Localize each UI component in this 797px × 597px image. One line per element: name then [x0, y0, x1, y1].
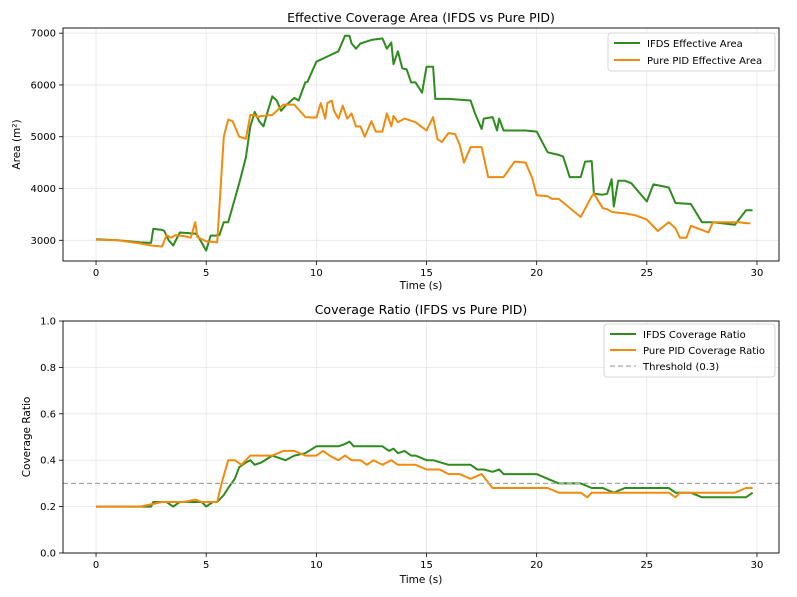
- pid-series-line: [95, 99, 751, 248]
- area-chart-xlabel: Time (s): [399, 280, 443, 292]
- area-chart-legend-box: [607, 32, 776, 72]
- y-tick-label: 4000: [31, 184, 56, 195]
- x-tick-label: 10: [310, 560, 323, 571]
- x-tick-label: 30: [751, 268, 764, 279]
- y-tick-label: 5000: [31, 132, 56, 143]
- ifds-series-line: [95, 34, 753, 252]
- y-tick-label: 0.2: [40, 502, 56, 513]
- ratio-chart-xlabel: Time (s): [399, 574, 443, 586]
- ratio-legend-ifds-label: IFDS Coverage Ratio: [643, 330, 746, 341]
- area-chart-legend: IFDS Effective Area Pure PID Effective A…: [607, 32, 776, 72]
- x-tick-label: 25: [640, 560, 653, 571]
- y-tick-label: 0.0: [40, 549, 56, 560]
- x-tick-label: 15: [420, 560, 433, 571]
- area-chart-title: Effective Coverage Area (IFDS vs Pure PI…: [287, 10, 555, 25]
- area-legend-pid-label: Pure PID Effective Area: [647, 56, 762, 67]
- ratio-chart-ylabel: Coverage Ratio: [21, 397, 33, 478]
- x-tick-label: 30: [751, 560, 764, 571]
- ratio-chart-grid: [63, 320, 779, 554]
- x-tick-label: 0: [93, 268, 99, 279]
- y-tick-label: 6000: [31, 80, 56, 91]
- ifds-series-line: [96, 440, 754, 508]
- ratio-legend-threshold-label: Threshold (0.3): [642, 362, 719, 373]
- x-tick-label: 20: [530, 560, 543, 571]
- ratio-chart-panel: Coverage Ratio (IFDS vs Pure PID) 0 5 10 15…: [21, 302, 780, 586]
- ratio-chart-title: Coverage Ratio (IFDS vs Pure PID): [315, 302, 528, 317]
- ratio-legend-pid-label: Pure PID Coverage Ratio: [643, 346, 765, 357]
- ratio-chart-frame: [62, 320, 780, 554]
- pid-series-line: [96, 449, 753, 508]
- area-chart-series: [95, 34, 753, 252]
- x-tick-label: 5: [203, 560, 209, 571]
- area-legend-ifds-label: IFDS Effective Area: [647, 39, 743, 50]
- x-tick-label: 15: [420, 268, 433, 279]
- y-tick-label: 0.8: [40, 363, 56, 374]
- y-tick-label: 0.6: [40, 409, 56, 420]
- y-tick-label: 0.4: [40, 456, 56, 467]
- x-tick-label: 5: [203, 268, 209, 279]
- y-tick-label: 3000: [31, 236, 56, 247]
- area-chart-ylabel: Area (m²): [11, 119, 23, 169]
- ratio-chart-ticks: 0 5 10 15 20 25 30 0.0 0.2 0.4 0.6 0.8 1.0: [40, 317, 763, 572]
- ratio-chart-legend: IFDS Coverage Ratio Pure PID Coverage Ra…: [603, 323, 776, 378]
- ratio-chart-series: [63, 440, 779, 508]
- y-tick-label: 7000: [31, 29, 56, 40]
- y-tick-label: 1.0: [40, 317, 56, 328]
- x-tick-label: 20: [530, 268, 543, 279]
- x-tick-label: 25: [640, 268, 653, 279]
- ratio-chart-legend-box: [603, 323, 776, 378]
- area-chart-frame: [62, 27, 780, 262]
- x-tick-label: 0: [93, 560, 99, 571]
- area-chart-ticks: 0 5 10 15 20 25 30 3000 4000 5000 6000 7000: [31, 29, 764, 279]
- x-tick-label: 10: [310, 268, 323, 279]
- area-chart-panel: Effective Coverage Area (IFDS vs Pure PI…: [11, 10, 780, 292]
